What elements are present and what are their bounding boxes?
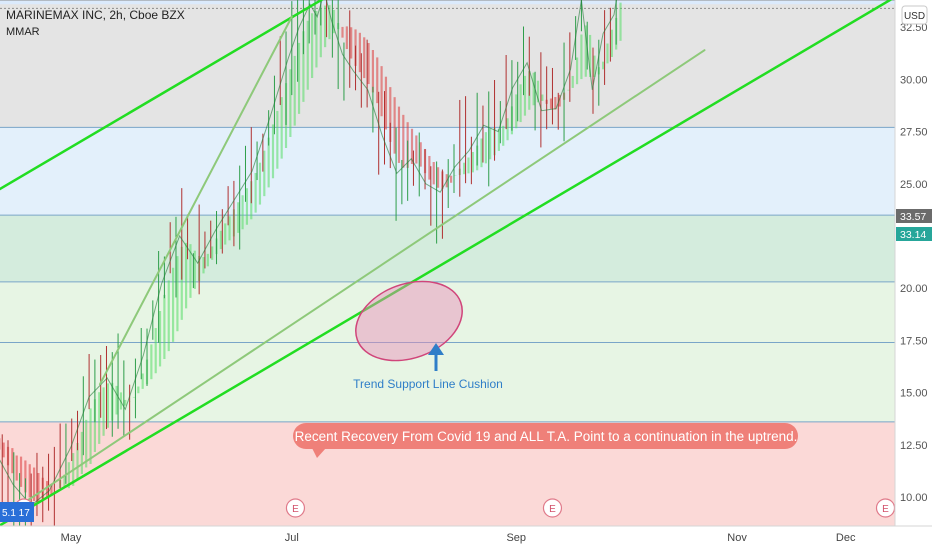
price-tick-label: 25.00 [900,179,928,191]
price-tick-label: 30.00 [900,74,928,86]
price-tick-label: 10.00 [900,492,928,504]
earnings-marker-label: E [292,504,299,515]
horizontal-levels [0,0,895,423]
cushion-label: Trend Support Line Cushion [353,377,503,391]
band-teal [0,215,895,282]
price-badge [0,502,34,522]
time-axis-ticks: MayJulSepNovDec2021Feb13:00 [61,532,856,544]
zone-bands [0,0,895,526]
band-gray [0,4,895,128]
time-tick-label: May [61,532,82,544]
current-price-label: 33.14 [896,227,932,241]
trendlines [0,0,893,527]
price-tick-label: 15.00 [900,388,928,400]
price-badge-text: 5.1 17 [2,508,33,519]
price-tick-label: 12.50 [900,440,928,452]
trendline-early_support [98,15,293,386]
price-axis [895,0,932,526]
price-tick-label: 17.50 [900,335,928,347]
trendline-trend_support [0,49,706,520]
callout-text: Recent Recovery From Covid 19 and ALL T.… [295,429,798,444]
price-tick-label: 27.50 [900,127,928,139]
time-tick-label: Dec [836,532,856,544]
trendline-channel_lower [0,0,893,527]
indicator-name: MMAR [6,26,40,38]
price-tick-label: 32.50 [900,22,928,34]
price-line [0,0,617,507]
callout-bubble [293,423,798,458]
band-lightgreen [0,281,895,422]
last-close-value: 33.57 [900,211,926,223]
current-price-value: 33.14 [900,229,926,241]
earnings-marker[interactable] [542,498,563,518]
price-tick-label: 20.00 [900,283,928,295]
trendline-channel_upper [0,0,324,191]
currency-button-label: USD [904,11,925,22]
time-axis [0,526,932,550]
time-tick-label: Nov [727,532,747,544]
time-tick-label: Sep [506,532,526,544]
currency-button[interactable]: USD [901,5,928,25]
up-arrow-icon [428,343,444,371]
earnings-marker-label: E [882,504,889,515]
time-tick-label: Jul [285,532,299,544]
symbol-title: MARINEMAX INC, 2h, Cboe BZX [6,8,185,22]
cushion-ellipse [355,280,463,362]
earnings-marker-label: E [549,504,556,515]
earnings-marker[interactable] [285,498,306,518]
last-close-label: 33.57 [896,209,932,223]
